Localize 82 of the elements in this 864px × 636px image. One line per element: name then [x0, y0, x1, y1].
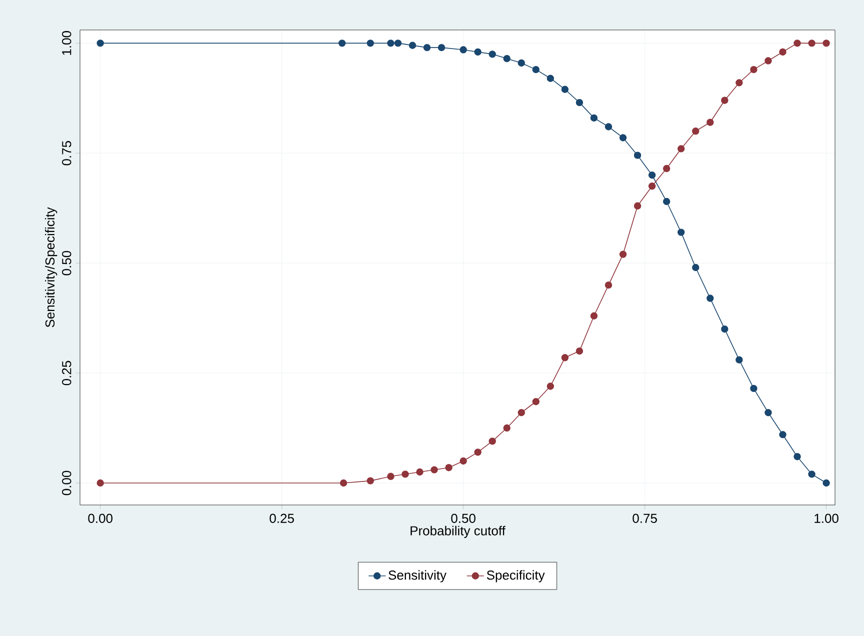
- point: [416, 468, 424, 476]
- point: [721, 325, 728, 333]
- x-axis-title: Probability cutoff: [410, 526, 506, 538]
- point: [678, 228, 685, 236]
- point: [366, 477, 374, 484]
- point: [692, 264, 700, 272]
- point: [561, 354, 569, 362]
- y-tick-label: 1.00: [62, 31, 72, 55]
- point: [764, 409, 772, 416]
- x-tick-label: 0.25: [270, 514, 294, 523]
- point: [488, 438, 496, 445]
- x-tick-label: 0.75: [632, 514, 657, 523]
- point: [736, 79, 743, 86]
- point: [619, 134, 627, 142]
- point: [394, 40, 402, 47]
- point: [430, 466, 438, 474]
- point: [648, 172, 656, 179]
- point: [576, 98, 584, 106]
- point: [576, 347, 584, 355]
- x-tick-label: 0.00: [88, 514, 112, 523]
- point: [366, 40, 374, 47]
- point: [338, 40, 346, 47]
- point: [532, 66, 540, 74]
- y-axis-title: Sensitivity/Specificity: [45, 207, 58, 328]
- point: [590, 312, 598, 320]
- point: [387, 472, 394, 480]
- point: [604, 123, 612, 130]
- point: [402, 470, 409, 478]
- point: [474, 48, 482, 56]
- point: [619, 250, 627, 258]
- point: [706, 118, 714, 126]
- point: [474, 448, 482, 456]
- point: [822, 40, 830, 47]
- point: [518, 409, 525, 416]
- point: [96, 40, 104, 47]
- y-tick-label: 0.00: [62, 470, 72, 496]
- point: [736, 356, 743, 364]
- y-tick-label: 0.50: [62, 250, 72, 276]
- point: [460, 457, 467, 465]
- point: [706, 294, 714, 302]
- point: [662, 198, 670, 206]
- point: [340, 479, 348, 487]
- point: [794, 40, 801, 47]
- y-tick-label: 0.75: [62, 141, 72, 166]
- point: [96, 479, 104, 487]
- x-tick-label: 1.00: [814, 514, 838, 523]
- point: [408, 42, 416, 49]
- point: [779, 431, 786, 438]
- point: [692, 128, 700, 135]
- point: [721, 96, 728, 104]
- point: [662, 164, 670, 172]
- point: [634, 152, 642, 159]
- point: [488, 50, 496, 58]
- point: [546, 74, 554, 82]
- point: [808, 40, 816, 47]
- y-tick-label: 0.25: [62, 360, 72, 386]
- point: [808, 470, 816, 478]
- point: [764, 57, 772, 64]
- point: [822, 479, 830, 487]
- point: [387, 40, 394, 47]
- point: [518, 59, 525, 67]
- point: [561, 86, 569, 93]
- x-tick-label: 0.50: [451, 514, 476, 523]
- point: [750, 66, 758, 74]
- point: [590, 114, 598, 122]
- point: [634, 202, 642, 210]
- point: [423, 44, 431, 52]
- point: [460, 46, 467, 54]
- point: [532, 398, 540, 406]
- point: [546, 382, 554, 390]
- point: [503, 54, 510, 62]
- point: [438, 44, 446, 52]
- point: [678, 145, 685, 152]
- point: [794, 453, 801, 460]
- legend-label: Specificity: [486, 570, 545, 582]
- legend-label: Sensitivity: [388, 570, 446, 582]
- point: [779, 48, 786, 56]
- point: [503, 424, 510, 432]
- point: [648, 182, 656, 190]
- point: [445, 464, 452, 472]
- point: [750, 384, 758, 392]
- point: [604, 281, 612, 289]
